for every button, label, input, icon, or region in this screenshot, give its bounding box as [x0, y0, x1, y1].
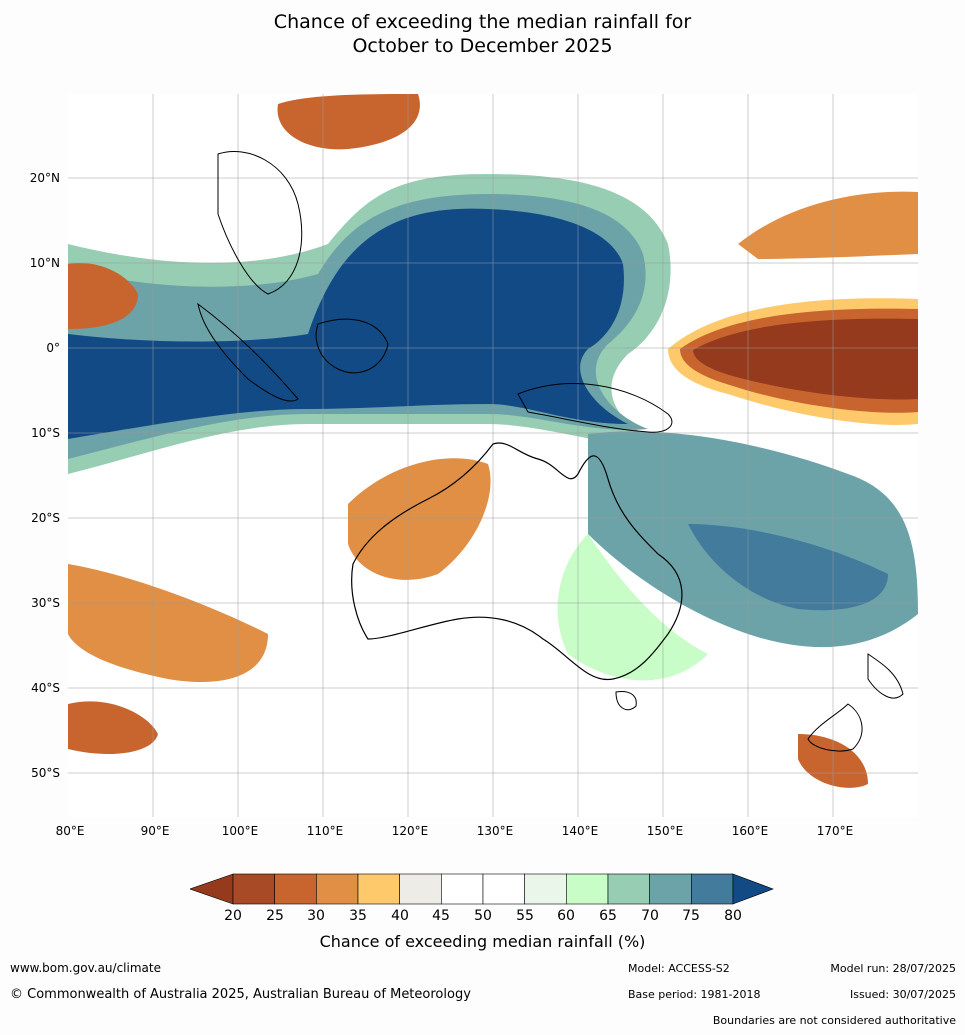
colorbar-segment [441, 873, 484, 905]
colorbar-segment [649, 873, 692, 905]
lon-label-140e: 140°E [561, 824, 599, 838]
lon-label-160e: 160°E [731, 824, 769, 838]
colorbar-segment [566, 873, 609, 905]
colorbar-segment [274, 873, 317, 905]
colorbar-label: Chance of exceeding median rainfall (%) [319, 932, 646, 951]
model-text: Model: ACCESS-S2 [628, 962, 730, 975]
colorbar-tick: 40 [391, 908, 409, 924]
lat-label-equator: 0° [46, 341, 60, 355]
lat-label-10n: 10°N [29, 256, 60, 270]
colorbar-under-arrow [190, 873, 234, 905]
lat-label-30s: 30°S [31, 596, 60, 610]
colorbar-segment [607, 873, 650, 905]
website-link[interactable]: www.bom.gov.au/climate [10, 961, 161, 975]
colorbar [190, 873, 774, 905]
colorbar-segment [316, 873, 359, 905]
map-svg [68, 94, 918, 817]
colorbar-tick: 50 [474, 908, 492, 924]
colorbar-tick: 80 [724, 908, 742, 924]
issued-text: Issued: 30/07/2025 [849, 988, 956, 1001]
lat-label-20n: 20°N [29, 171, 60, 185]
colorbar-tick: 75 [682, 908, 700, 924]
title-line-2: October to December 2025 [352, 35, 613, 57]
lat-label-10s: 10°S [31, 426, 60, 440]
colorbar-tick: 70 [641, 908, 659, 924]
colorbar-over-arrow [732, 873, 774, 905]
australia-outline [351, 442, 683, 681]
title-line-1: Chance of exceeding the median rainfall … [273, 11, 692, 33]
lon-label-170e: 170°E [816, 824, 854, 838]
model-run-text: Model run: 28/07/2025 [830, 962, 956, 975]
colorbar-segment [482, 873, 525, 905]
lon-label-80e: 80°E [55, 824, 85, 838]
colorbar-segment [232, 873, 275, 905]
lon-label-130e: 130°E [476, 824, 514, 838]
colorbar-tick: 25 [266, 908, 284, 924]
lat-label-20s: 20°S [31, 511, 60, 525]
lon-label-100e: 100°E [221, 824, 259, 838]
colorbar-segment [399, 873, 442, 905]
lon-label-90e: 90°E [140, 824, 170, 838]
lon-label-150e: 150°E [646, 824, 684, 838]
colorbar-tick: 65 [599, 908, 617, 924]
map-title: Chance of exceeding the median rainfall … [0, 10, 965, 58]
colorbar-segment [357, 873, 400, 905]
lon-label-120e: 120°E [391, 824, 429, 838]
rainfall-probability-map [68, 94, 918, 817]
colorbar-tick: 20 [224, 908, 242, 924]
colorbar-tick: 45 [432, 908, 450, 924]
colorbar-segment [691, 873, 734, 905]
disclaimer-text: Boundaries are not considered authoritat… [712, 1014, 956, 1027]
lat-label-50s: 50°S [31, 766, 60, 780]
lat-label-40s: 40°S [31, 681, 60, 695]
lon-label-110e: 110°E [306, 824, 344, 838]
base-period-text: Base period: 1981-2018 [628, 988, 761, 1001]
colorbar-tick: 35 [349, 908, 367, 924]
colorbar-tick: 30 [307, 908, 325, 924]
colorbar-tick: 55 [516, 908, 534, 924]
colorbar-segment [524, 873, 567, 905]
colorbar-tick: 60 [557, 908, 575, 924]
copyright-text: © Commonwealth of Australia 2025, Austra… [10, 987, 471, 1002]
